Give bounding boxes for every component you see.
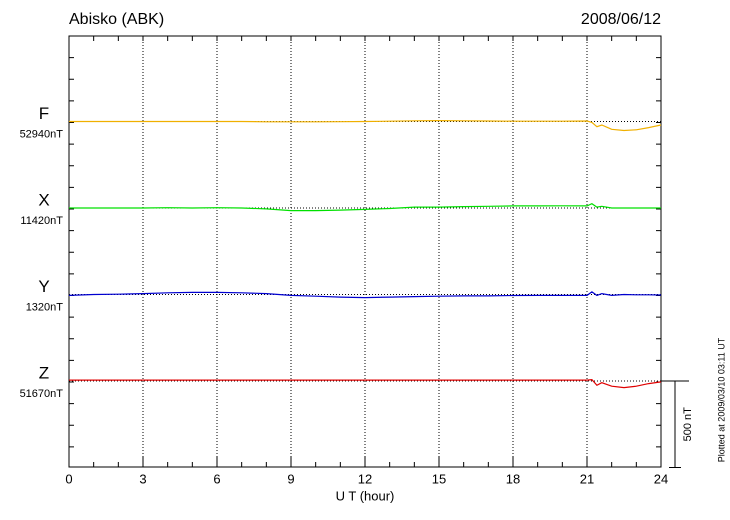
- x-tick-label: 0: [65, 471, 72, 486]
- trace-line: [69, 378, 662, 389]
- baseline-label: 52940nT: [20, 128, 64, 140]
- x-tick-label: 15: [432, 471, 446, 486]
- x-axis-label: U T (hour): [336, 488, 395, 503]
- trace-line: [69, 203, 661, 212]
- series-name: X: [38, 190, 49, 209]
- chart-title: Abisko (ABK): [69, 11, 164, 28]
- series-name: Y: [38, 277, 49, 296]
- scale-label: 500 nT: [682, 407, 694, 442]
- trace-line: [68, 291, 662, 299]
- x-tick-label: 3: [139, 471, 146, 486]
- plot-note: Plotted at 2009/03/10 03:11 UT: [716, 337, 726, 462]
- baseline-label: 51670nT: [20, 388, 64, 400]
- baseline-label: 11420nT: [20, 215, 63, 227]
- x-tick-label: 9: [287, 471, 294, 486]
- chart-date: 2008/06/12: [581, 11, 661, 28]
- x-tick-label: 24: [654, 471, 668, 486]
- trace-line: [69, 119, 662, 132]
- x-tick-label: 18: [506, 471, 520, 486]
- baseline-label: 1320nT: [26, 301, 64, 313]
- x-tick-label: 6: [213, 471, 220, 486]
- x-tick-label: 12: [358, 471, 372, 486]
- series-name: F: [39, 104, 49, 123]
- series-name: Z: [39, 363, 49, 382]
- x-tick-label: 21: [580, 471, 594, 486]
